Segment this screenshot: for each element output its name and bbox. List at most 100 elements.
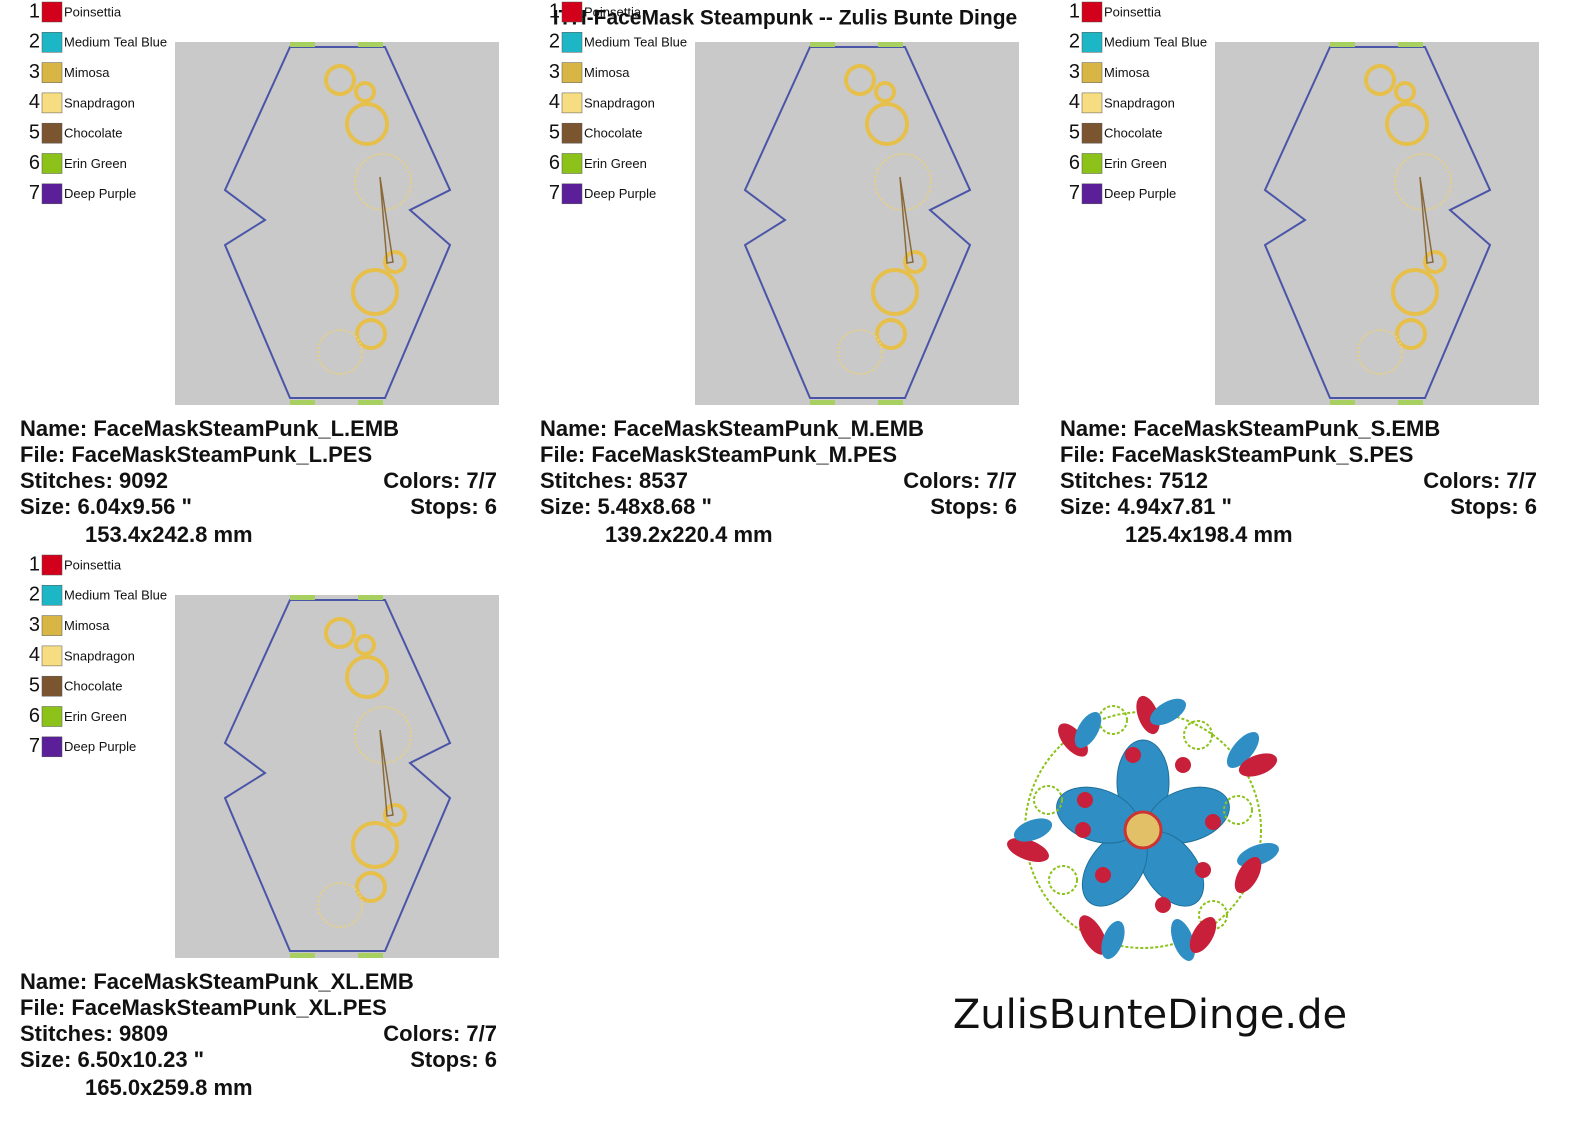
gear <box>1423 250 1447 274</box>
color-name: Mimosa <box>1104 65 1150 80</box>
tab <box>810 400 835 405</box>
stitches: Stitches: 8537 <box>540 468 688 493</box>
color-swatch <box>41 675 63 697</box>
color-number: 7 <box>29 182 40 204</box>
stitches: Stitches: 9809 <box>20 1021 168 1046</box>
tab <box>290 42 315 47</box>
color-name: Mimosa <box>64 65 110 80</box>
size-mm: 165.0x259.8 mm <box>85 1075 253 1100</box>
color-swatch <box>1081 122 1103 144</box>
design-panel: 1 Poinsettia 2 Medium Teal Blue 3 Mimosa 4 Snap… <box>20 553 499 1100</box>
gear <box>1394 81 1416 103</box>
color-name: Deep Purple <box>1104 186 1176 201</box>
size-mm: 125.4x198.4 mm <box>1125 522 1293 547</box>
color-number: 2 <box>29 31 40 53</box>
stops: Stops: 6 <box>1450 494 1537 519</box>
tab <box>358 953 383 958</box>
color-name: Snapdragon <box>584 95 655 110</box>
colors: Colors: 7/7 <box>903 468 1017 493</box>
gear <box>324 64 356 96</box>
mask-outline <box>743 46 972 399</box>
color-swatch <box>1081 92 1103 114</box>
gear <box>345 102 389 146</box>
color-name: Snapdragon <box>64 95 135 110</box>
design-name: Name: FaceMaskSteamPunk_XL.EMB <box>20 969 414 994</box>
color-swatch <box>1081 1 1103 23</box>
gear <box>1394 153 1452 211</box>
mask-outline <box>223 599 452 952</box>
pendulum <box>899 176 914 264</box>
color-number: 4 <box>29 644 40 666</box>
design-name: Name: FaceMaskSteamPunk_M.EMB <box>540 416 924 441</box>
color-number: 5 <box>29 121 40 143</box>
color-name: Poinsettia <box>64 557 122 572</box>
gear <box>874 81 896 103</box>
color-swatch <box>561 92 583 114</box>
color-number: 7 <box>29 735 40 757</box>
color-name: Mimosa <box>64 618 110 633</box>
color-number: 5 <box>549 121 560 143</box>
size: Size: 5.48x8.68 " <box>540 494 712 519</box>
color-number: 6 <box>29 152 40 174</box>
color-swatch <box>1081 62 1103 83</box>
tab <box>810 42 835 47</box>
gear <box>875 318 907 350</box>
color-number: 4 <box>29 91 40 113</box>
color-swatch <box>41 554 63 576</box>
color-swatch <box>41 706 63 727</box>
colors: Colors: 7/7 <box>383 1021 497 1046</box>
gear <box>1385 102 1429 146</box>
pendulum <box>379 176 394 264</box>
tab <box>1330 42 1355 47</box>
stops: Stops: 6 <box>410 1047 497 1072</box>
logo-text: ZulisBunteDinge.de <box>953 992 1347 1038</box>
color-name: Erin Green <box>64 709 127 724</box>
color-name: Erin Green <box>584 156 647 171</box>
gear <box>354 81 376 103</box>
colors: Colors: 7/7 <box>383 468 497 493</box>
color-swatch <box>1081 183 1103 205</box>
gear <box>351 268 399 316</box>
color-name: Deep Purple <box>584 186 656 201</box>
color-swatch <box>41 62 63 83</box>
color-name: Erin Green <box>1104 156 1167 171</box>
color-swatch <box>41 645 63 667</box>
color-number: 4 <box>1069 91 1080 113</box>
stops: Stops: 6 <box>410 494 497 519</box>
gear <box>355 318 387 350</box>
gear <box>354 634 376 656</box>
color-swatch <box>41 615 63 636</box>
size-mm: 153.4x242.8 mm <box>85 522 253 547</box>
tab <box>1330 400 1355 405</box>
gear <box>865 102 909 146</box>
pendulum <box>379 729 394 817</box>
gear <box>1395 318 1427 350</box>
color-name: Snapdragon <box>64 648 135 663</box>
color-swatch <box>561 32 583 53</box>
gear <box>355 871 387 903</box>
color-name: Medium Teal Blue <box>1104 35 1207 50</box>
color-swatch <box>41 153 63 174</box>
color-number: 7 <box>549 182 560 204</box>
color-name: Medium Teal Blue <box>64 588 167 603</box>
tab <box>878 400 903 405</box>
colors: Colors: 7/7 <box>1423 468 1537 493</box>
gear <box>1357 329 1403 375</box>
color-number: 3 <box>549 61 560 83</box>
tab <box>290 953 315 958</box>
gear <box>903 250 927 274</box>
gear <box>354 153 412 211</box>
color-name: Mimosa <box>584 65 630 80</box>
color-swatch <box>41 32 63 53</box>
color-swatch <box>561 153 583 174</box>
color-name: Chocolate <box>64 679 123 694</box>
color-number: 6 <box>1069 152 1080 174</box>
size: Size: 6.50x10.23 " <box>20 1047 204 1072</box>
design-file: File: FaceMaskSteamPunk_L.PES <box>20 442 372 467</box>
design-panel: 1 Poinsettia 2 Medium Teal Blue 3 Mimosa 4 Snap… <box>1060 0 1539 547</box>
color-swatch <box>41 585 63 606</box>
stitches: Stitches: 9092 <box>20 468 168 493</box>
design-file: File: FaceMaskSteamPunk_S.PES <box>1060 442 1413 467</box>
gear <box>874 153 932 211</box>
